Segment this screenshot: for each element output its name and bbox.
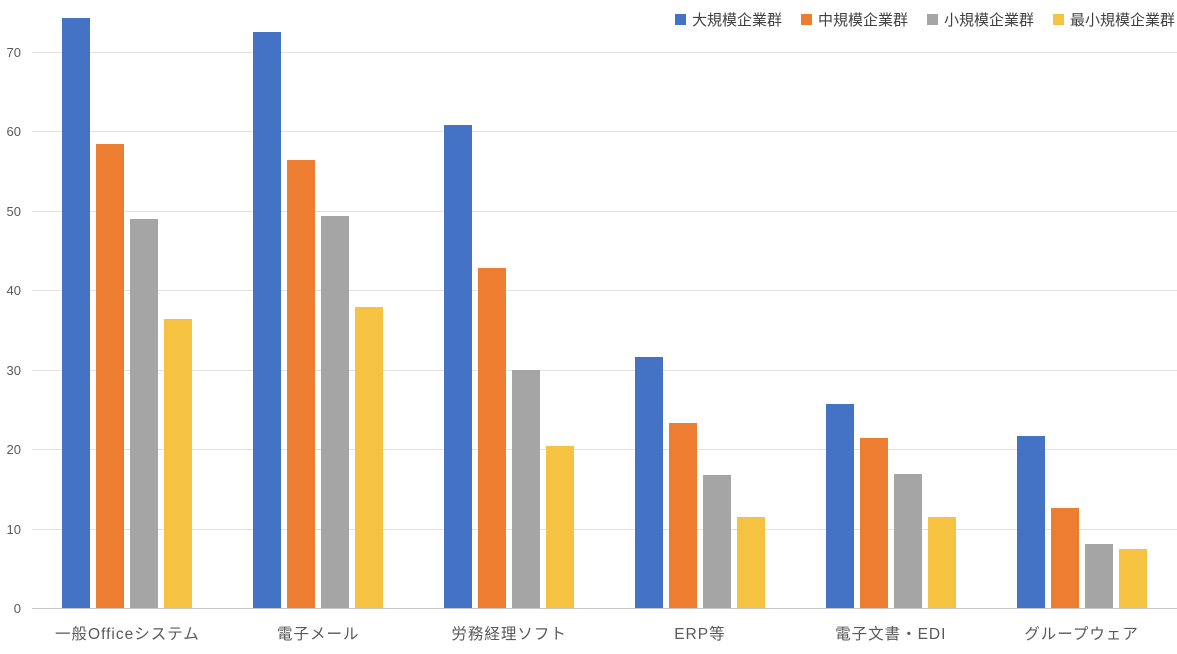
bar-中規模企業群-一般Officeシステム (96, 143, 125, 608)
legend-label: 小規模企業群 (943, 12, 1034, 29)
gridline-50 (32, 210, 1177, 212)
legend-swatch-icon (674, 14, 686, 25)
bar-最小規模企業群-一般Officeシステム (164, 318, 193, 608)
legend-swatch-icon (926, 14, 938, 25)
y-axis-tick-label: 30 (6, 362, 21, 378)
legend-label: 最小規模企業群 (1069, 12, 1175, 29)
legend-swatch-icon (800, 14, 812, 25)
legend-item-小規模企業群: 小規模企業群 (926, 9, 1034, 30)
y-axis-tick-label: 70 (6, 44, 21, 60)
gridline-60 (32, 131, 1177, 132)
y-axis-tick-label: 0 (13, 601, 21, 616)
category-label: ERP等 (674, 626, 726, 643)
category-label: 一般Officeシステム (55, 626, 200, 643)
gridline-40 (32, 290, 1177, 291)
bar-中規模企業群-グループウェア (1050, 507, 1079, 608)
y-axis-tick-label: 20 (6, 442, 21, 457)
bar-中規模企業群-ERP等 (668, 422, 697, 608)
bar-最小規模企業群-電子メール (355, 307, 384, 608)
bar-中規模企業群-電子文書・EDI (859, 437, 888, 608)
gridline-10 (32, 528, 1177, 530)
bar-小規模企業群-電子文書・EDI (893, 473, 922, 608)
bar-小規模企業群-ERP等 (702, 475, 731, 608)
gridline-0 (32, 608, 1177, 609)
bar-中規模企業群-電子メール (287, 160, 316, 608)
bar-小規模企業群-一般Officeシステム (130, 219, 159, 608)
bar-大規模企業群-グループウェア (1016, 436, 1045, 608)
bar-大規模企業群-労務経理ソフト (444, 125, 473, 608)
category-label: 労務経理ソフト (451, 626, 567, 643)
gridline-20 (32, 449, 1177, 450)
legend-label: 大規模企業群 (691, 12, 782, 29)
legend-label: 中規模企業群 (817, 12, 908, 29)
bar-最小規模企業群-ERP等 (736, 516, 765, 608)
bar-最小規模企業群-グループウェア (1118, 549, 1147, 608)
gridline-30 (32, 369, 1177, 371)
legend-item-中規模企業群: 中規模企業群 (800, 9, 908, 30)
bar-小規模企業群-電子メール (321, 216, 350, 608)
chart-legend: 大規模企業群 中規模企業群 小規模企業群 最小規模企業群 (674, 9, 1175, 30)
legend-swatch-icon (1052, 14, 1064, 25)
bar-小規模企業群-労務経理ソフト (512, 369, 541, 608)
y-axis-tick-label: 60 (6, 124, 21, 139)
bar-最小規模企業群-電子文書・EDI (927, 516, 956, 608)
bar-大規模企業群-電子文書・EDI (825, 404, 854, 608)
bar-中規模企業群-労務経理ソフト (478, 267, 507, 608)
legend-item-最小規模企業群: 最小規模企業群 (1052, 9, 1175, 30)
bar-大規模企業群-一般Officeシステム (62, 18, 91, 608)
bar-大規模企業群-電子メール (253, 32, 282, 608)
category-label: 電子文書・EDI (835, 626, 947, 643)
y-axis-tick-label: 40 (6, 283, 21, 298)
category-label: 電子メール (276, 626, 360, 643)
bar-大規模企業群-ERP等 (634, 356, 663, 608)
gridline-70 (32, 51, 1177, 53)
bar-最小規模企業群-労務経理ソフト (546, 445, 575, 608)
y-axis-tick-label: 50 (6, 203, 21, 219)
y-axis-tick-label: 10 (6, 521, 21, 537)
category-label: グループウェア (1024, 626, 1139, 643)
legend-item-大規模企業群: 大規模企業群 (674, 9, 782, 30)
bar-小規模企業群-グループウェア (1084, 544, 1113, 608)
